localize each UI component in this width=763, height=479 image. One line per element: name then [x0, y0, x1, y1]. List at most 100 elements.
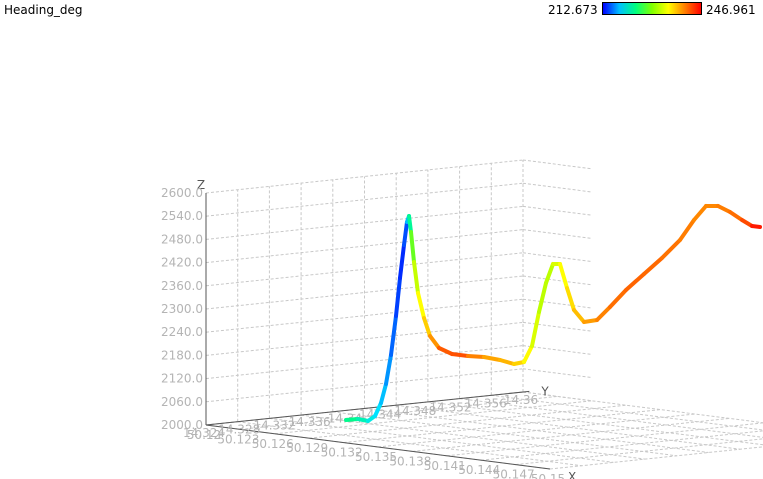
grid-line: [205, 321, 524, 356]
grid-line: [364, 408, 709, 453]
grid-line: [205, 275, 524, 310]
x-tick-label: 50.129: [286, 441, 328, 455]
grid-line: [522, 205, 592, 216]
x-tick-label: 50.147: [493, 468, 535, 479]
trajectory-segment: [409, 230, 416, 264]
grid-line: [205, 229, 524, 264]
z-tick-label: 2060.0: [161, 395, 203, 409]
z-tick-label: 2420.0: [161, 256, 203, 270]
grid-line: [396, 404, 741, 450]
grid-line: [522, 391, 763, 424]
z-tick-label: 2360.0: [161, 279, 203, 293]
grid-line: [412, 417, 730, 452]
trajectory-segment: [379, 382, 388, 405]
trajectory-segment: [412, 260, 420, 295]
trajectory-segment: [728, 210, 744, 222]
trajectory-segment: [344, 417, 360, 422]
chart-title: Heading_deg: [4, 3, 83, 17]
grid-line: [205, 345, 524, 380]
grid-line: [237, 421, 582, 467]
trajectory-segment: [716, 204, 732, 214]
trajectory-segment: [498, 358, 516, 366]
trajectory-segment: [428, 334, 441, 350]
z-tick-label: 2180.0: [161, 348, 203, 362]
grid-line: [269, 417, 614, 463]
trajectory-segment: [530, 310, 541, 348]
grid-line: [205, 368, 524, 403]
tick-labels: 2000.0 2060.0 2120.0 2180.0 2240.0 2300.0 2360…: [161, 186, 565, 479]
y-tick-label: 14.324: [183, 426, 225, 440]
trajectory-segment: [450, 352, 470, 358]
y-axis-line: [205, 390, 530, 426]
trajectory-segment: [608, 288, 628, 309]
z-tick-label: 2240.0: [161, 325, 203, 339]
y-tick-label: 14.34: [328, 411, 362, 425]
z-tick-label: 2120.0: [161, 372, 203, 386]
grid-line: [522, 345, 592, 355]
colorbar-min-label: 212.673: [548, 3, 598, 17]
x-tick-label: 50.126: [252, 437, 294, 451]
y-tick-label: 14.348: [394, 404, 436, 418]
trajectory-segment: [416, 291, 426, 320]
trajectory-segment: [660, 238, 682, 260]
grid-line: [459, 398, 763, 438]
x-axis-line: [205, 424, 551, 470]
grid-line: [522, 368, 592, 379]
trajectory-segment: [595, 305, 612, 322]
trajectory-segment: [572, 308, 586, 324]
grid-line: [301, 414, 646, 460]
grid-line: [240, 395, 558, 430]
x-tick-label: 50.141: [424, 459, 466, 473]
grid-line: [332, 411, 677, 457]
grid-line: [522, 321, 592, 332]
x-tick-label: 50.12: [187, 428, 221, 442]
trajectory-segment: [389, 314, 398, 357]
colorbar: [602, 2, 702, 15]
trajectory-segment: [750, 224, 762, 229]
trajectory-segment: [678, 218, 696, 242]
z-axis-name: Z: [197, 178, 205, 192]
y-tick-label: 14.336: [289, 415, 331, 429]
grid-line: [522, 298, 592, 309]
y-tick-label: 14.328: [218, 422, 260, 436]
grid-line: [377, 413, 696, 448]
y-tick-label: 14.36: [504, 393, 538, 407]
y-tick-label: 14.356: [465, 397, 507, 411]
x-tick-label: 50.138: [389, 454, 431, 468]
grid-line: [522, 182, 592, 193]
y-tick-label: 14.352: [430, 400, 472, 414]
trajectory-segment: [544, 262, 555, 285]
x-tick-label: 50.123: [217, 432, 259, 446]
z-tick-label: 2000.0: [161, 418, 203, 432]
grid-line: [446, 422, 763, 457]
trajectory-segment: [642, 256, 664, 276]
trajectory-segment: [422, 316, 432, 338]
x-tick-label: 50.132: [321, 446, 363, 460]
z-tick-label: 2600.0: [161, 186, 203, 200]
grid-line: [491, 394, 763, 431]
trajectory-segment: [373, 401, 383, 418]
grid-line: [309, 404, 627, 439]
grid-line: [522, 159, 592, 170]
trajectory-segment: [398, 243, 406, 280]
trajectory-segment: [402, 220, 409, 247]
trajectory-segment: [437, 346, 454, 356]
grid-line: [427, 401, 763, 446]
z-tick-label: 2540.0: [161, 209, 203, 223]
trajectory-segment: [565, 286, 576, 312]
colorbar-max-label: 246.961: [706, 3, 756, 17]
grid-line: [481, 430, 763, 461]
grid-line: [205, 182, 524, 217]
x-tick-label: 50.135: [355, 450, 397, 464]
trajectory-segment: [384, 353, 393, 386]
axes: Z X Y: [197, 178, 576, 479]
trajectory-segment: [558, 262, 569, 290]
trajectory-segment: [466, 354, 486, 359]
trajectory: [344, 204, 762, 423]
grid-line: [522, 275, 592, 286]
grid-line: [205, 205, 524, 240]
x-axis-name: X: [568, 470, 576, 479]
grid-line: [343, 409, 661, 444]
x-tick-label: 50.144: [458, 463, 500, 477]
